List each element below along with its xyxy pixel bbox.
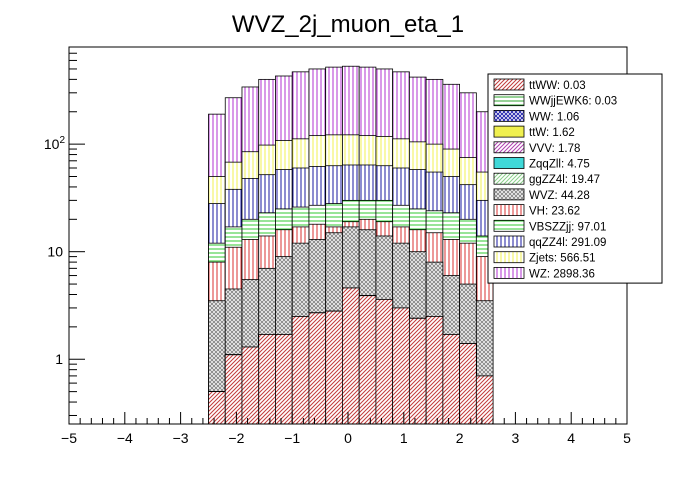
legend-label-WW: WW: 1.06 bbox=[529, 111, 579, 123]
y-tick-label: 1 bbox=[55, 351, 63, 367]
legend-swatch-ttW bbox=[493, 125, 525, 138]
legend-swatch-WWjjEWK6 bbox=[493, 94, 525, 107]
legend-swatch-Zjets bbox=[493, 251, 525, 264]
legend-label-WVZ: WVZ: 44.28 bbox=[529, 190, 590, 202]
legend-label-ZqqZll: ZqqZll: 4.75 bbox=[529, 159, 590, 171]
bars-layer bbox=[208, 65, 494, 425]
x-tick-label: −1 bbox=[284, 430, 300, 446]
legend-swatch-WZ bbox=[493, 266, 525, 279]
x-tick-label: −4 bbox=[117, 430, 133, 446]
x-tick-label: 2 bbox=[456, 430, 464, 446]
legend-swatch-VH bbox=[493, 204, 525, 217]
x-tick-label: 3 bbox=[512, 430, 520, 446]
legend-label-qqZZ4l: qqZZ4l: 291.09 bbox=[529, 237, 606, 249]
bar-ttWW-13 bbox=[425, 316, 444, 425]
y-tick-label: 10 bbox=[47, 244, 63, 260]
legend-label-WWjjEWK6: WWjjEWK6: 0.03 bbox=[529, 96, 617, 108]
bar-ttWW-15 bbox=[459, 343, 477, 425]
legend-swatch-ZqqZll bbox=[493, 157, 525, 169]
x-tick-label: −2 bbox=[228, 430, 244, 446]
legend-label-ttWW: ttWW: 0.03 bbox=[529, 80, 586, 92]
legend-swatch-WW bbox=[493, 110, 525, 122]
bar-ttWW-1 bbox=[224, 354, 243, 425]
bar-ttWW-0 bbox=[208, 391, 226, 425]
bar-ttWW-6 bbox=[308, 312, 327, 425]
legend-label-VVV: VVV: 1.78 bbox=[529, 143, 580, 155]
legend-label-WZ: WZ: 2898.36 bbox=[529, 268, 595, 280]
legend-swatch-qqZZ4l bbox=[493, 235, 525, 248]
bar-ttWW-10 bbox=[375, 299, 394, 425]
bar-ttWW-8 bbox=[342, 287, 360, 425]
bar-ttWW-3 bbox=[258, 334, 276, 425]
legend-label-VBSZZjj: VBSZZjj: 97.01 bbox=[529, 221, 606, 233]
legend-label-VH: VH: 23.62 bbox=[529, 206, 580, 218]
legend-swatch-WVZ bbox=[493, 188, 525, 201]
x-tick-label: −3 bbox=[173, 430, 189, 446]
x-tick-label: −5 bbox=[61, 430, 77, 446]
bar-ttWW-11 bbox=[392, 307, 410, 425]
legend-label-ttW: ttW: 1.62 bbox=[529, 127, 575, 139]
bar-ttWW-7 bbox=[325, 310, 343, 425]
y-axis: 1 10 102 bbox=[44, 46, 85, 416]
bar-ttWW-2 bbox=[241, 346, 260, 425]
y-tick-label: 102 bbox=[44, 135, 66, 152]
bar-ttWW-9 bbox=[358, 295, 377, 425]
legend-swatch-ttWW bbox=[493, 78, 525, 91]
x-tick-label: 5 bbox=[623, 430, 631, 446]
bar-ttWW-4 bbox=[275, 334, 293, 425]
legend-swatch-VVV bbox=[493, 141, 525, 154]
chart-title: WVZ_2j_muon_eta_1 bbox=[232, 11, 464, 38]
x-axis: −5 −4 −3 −2 −1 0 1 2 3 4 5 bbox=[61, 412, 631, 446]
legend-swatch-ggZZ4l bbox=[493, 172, 525, 185]
bar-ttWW-16 bbox=[475, 375, 494, 425]
x-tick-label: 4 bbox=[567, 430, 575, 446]
x-tick-label: 1 bbox=[400, 430, 408, 446]
x-tick-label: 0 bbox=[344, 430, 352, 446]
legend: ttWW: 0.03 WWjjEWK6: 0.03 WW: 1.06 ttW: 1.6… bbox=[487, 73, 663, 284]
bar-ttWW-5 bbox=[291, 316, 310, 425]
bar-ttWW-12 bbox=[408, 317, 427, 425]
legend-swatch-VBSZZjj bbox=[493, 219, 525, 232]
bar-ttWW-14 bbox=[442, 334, 460, 425]
legend-label-ggZZ4l: ggZZ4l: 19.47 bbox=[529, 174, 600, 186]
legend-label-Zjets: Zjets: 566.51 bbox=[529, 253, 595, 265]
